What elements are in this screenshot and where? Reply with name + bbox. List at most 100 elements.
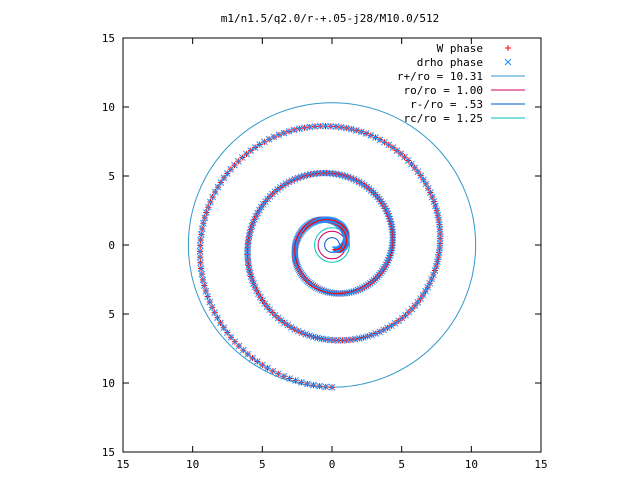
- drho-phase-point: [328, 383, 336, 391]
- drho-phase-point: [395, 317, 403, 325]
- drho-phase-point: [259, 361, 266, 369]
- drho-phase-point: [393, 147, 401, 154]
- x-tick-label: 15: [534, 458, 547, 471]
- drho-phase-point: [253, 358, 261, 365]
- drho-phase-point: [202, 287, 210, 295]
- drho-phase-point: [323, 169, 330, 177]
- drho-phase-point: [347, 125, 355, 133]
- drho-phase-point: [280, 129, 288, 137]
- drho-phase-point: [292, 377, 299, 384]
- drho-phase-point: [274, 370, 282, 378]
- y-tick-label: 10: [102, 377, 115, 390]
- drho-phase-point: [217, 319, 224, 327]
- drho-phase-point: [352, 127, 360, 134]
- y-tick-label: 15: [102, 446, 115, 459]
- drho-phase-point: [322, 122, 329, 130]
- drho-phase-point: [250, 280, 257, 287]
- drho-phase-point: [364, 332, 371, 340]
- chart-title: m1/n1.5/q2.0/r-+.05-j28/M10.0/512: [221, 12, 440, 25]
- y-tick-label: 0: [108, 239, 115, 252]
- drho-phase-point: [206, 298, 214, 306]
- drho-phase-point: [322, 383, 330, 391]
- drho-phase-point: [420, 176, 427, 184]
- drho-phase-point: [220, 324, 228, 332]
- drho-phase-point: [387, 249, 395, 257]
- drho-phase-point: [196, 253, 204, 261]
- drho-phase-point: [360, 334, 367, 341]
- y-tick-label: 15: [102, 32, 115, 45]
- drho-phase-point: [204, 203, 212, 211]
- drho-phase-point: [208, 304, 216, 311]
- drho-phase-point: [417, 172, 425, 180]
- drho-phase-point: [290, 126, 298, 134]
- ref-circle: [187, 102, 477, 388]
- drho-phase-point: [223, 329, 231, 336]
- drho-phase-point: [301, 124, 308, 132]
- drho-phase-point: [357, 128, 365, 136]
- y-axis: 15 10 5 0 5 10 15: [102, 32, 541, 459]
- drho-phase-point: [285, 127, 293, 135]
- drho-phase-point: [199, 276, 207, 284]
- drho-phase-point: [211, 309, 219, 316]
- drho-phase-point: [314, 334, 321, 342]
- drho-phase-point: [397, 150, 405, 158]
- legend-label-circle-rminus: r-/ro = .53: [410, 98, 483, 111]
- drho-phase-point: [269, 367, 277, 375]
- drho-phase-point: [316, 122, 324, 130]
- legend-label-circle-rc: rc/ro = 1.25: [404, 112, 483, 125]
- x-tick-label: 10: [465, 458, 478, 471]
- drho-phase-point: [247, 147, 255, 155]
- drho-phase-point: [332, 123, 340, 130]
- drho-phase-point: [388, 223, 396, 231]
- legend-label-circle-ro: ro/ro = 1.00: [404, 84, 483, 97]
- drho-phase-legend-glyph: [504, 58, 512, 66]
- drho-phase-point: [264, 364, 271, 372]
- drho-phase-point: [310, 381, 317, 389]
- drho-phase-point: [204, 293, 212, 300]
- drho-phase-point: [198, 225, 206, 233]
- drho-phase-point: [431, 267, 439, 274]
- drho-phase-point: [327, 122, 335, 130]
- drho-phase-point: [203, 209, 210, 216]
- x-tick-label: 15: [116, 458, 129, 471]
- legend-label-drho-phase: drho phase: [417, 56, 483, 69]
- drho-phase-point: [310, 333, 317, 341]
- drho-phase-point: [200, 282, 208, 289]
- drho-phase-point: [414, 168, 422, 176]
- drho-phase-point: [422, 180, 430, 188]
- y-tick-label: 5: [108, 308, 115, 321]
- drho-phase-point: [304, 380, 311, 388]
- drho-phase-point: [247, 273, 255, 280]
- legend: W phase drho phase r+/ro = 10.31 ro/ro =…: [397, 42, 525, 125]
- drho-phase-point: [256, 141, 264, 148]
- drho-phase-point: [214, 314, 221, 322]
- drho-phase-point: [417, 295, 424, 303]
- x-tick-label: 10: [186, 458, 199, 471]
- legend-label-circle-rplus: r+/ro = 10.31: [397, 70, 483, 83]
- drho-phase-point: [248, 276, 256, 284]
- legend-marker-drho-phase: [504, 58, 512, 66]
- drho-phase-point: [201, 214, 209, 222]
- drho-phase-point: [197, 265, 205, 272]
- drho-phase-point: [286, 375, 293, 382]
- drho-phase-point: [249, 354, 256, 362]
- drho-phase-point: [298, 378, 305, 386]
- legend-label-w-phase: W phase: [437, 42, 483, 55]
- drho-phase-point: [391, 319, 399, 327]
- drho-phase-point: [214, 183, 222, 191]
- drho-phase-point: [211, 188, 219, 196]
- drho-phase-point: [414, 298, 422, 306]
- drho-phase-point: [223, 170, 231, 177]
- drho-phase-point: [385, 141, 393, 149]
- y-tick-label: 5: [108, 170, 115, 183]
- drho-phase-point: [197, 259, 204, 267]
- drho-phase-point: [389, 144, 397, 152]
- drho-phase-point: [197, 236, 204, 244]
- drho-phase-point: [207, 198, 214, 206]
- drho-phase-point: [302, 330, 310, 338]
- drho-phase-point: [209, 193, 217, 201]
- drho-phase-point: [388, 247, 395, 254]
- drho-phase-point: [251, 144, 259, 151]
- drho-phase-point: [217, 179, 225, 186]
